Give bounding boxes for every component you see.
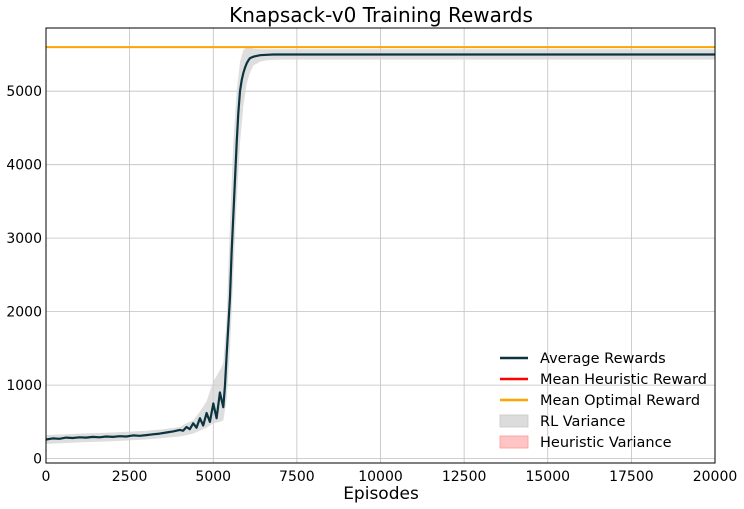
x-tick-label: 5000 [195,469,231,485]
y-tick-label: 0 [33,452,42,468]
y-tick-label: 5000 [6,84,42,100]
x-tick-label: 20000 [693,469,738,485]
x-tick-label: 17500 [609,469,654,485]
average-rewards-line [45,53,715,441]
legend-label-optimal: Mean Optimal Reward [540,393,700,409]
legend-label-average: Average Rewards [540,351,666,367]
x-tick-label: 15000 [525,469,570,485]
y-tick-label: 2000 [6,305,42,321]
y-tick-label: 1000 [6,378,42,394]
series-lines [45,46,715,441]
legend-label-heuristic-variance: Heuristic Variance [540,435,672,451]
y-tick-label: 4000 [6,158,42,174]
legend-label-heuristic: Mean Heuristic Reward [540,372,707,388]
grid [45,28,716,463]
x-tick-label: 2500 [112,469,148,485]
x-axis-label: Episodes [343,484,419,504]
y-tick-labels: 0 1000 2000 3000 4000 5000 [6,84,42,467]
legend-swatch-heuristic-variance [499,435,529,449]
y-tick-label: 3000 [6,231,42,247]
x-tick-label: 10000 [358,469,403,485]
x-tick-label: 0 [42,469,51,485]
chart-title: Knapsack-v0 Training Rewards [229,3,533,27]
x-tick-label: 7500 [279,469,315,485]
legend: Average Rewards Mean Heuristic Reward Me… [499,351,707,451]
legend-label-rl-variance: RL Variance [540,414,625,430]
legend-swatch-rl-variance [499,414,529,428]
x-tick-labels: 0 2500 5000 7500 10000 12500 15000 17500 20000 [42,469,738,485]
plot-frame [45,27,716,464]
axes [45,27,716,464]
x-tick-label: 12500 [442,469,487,485]
